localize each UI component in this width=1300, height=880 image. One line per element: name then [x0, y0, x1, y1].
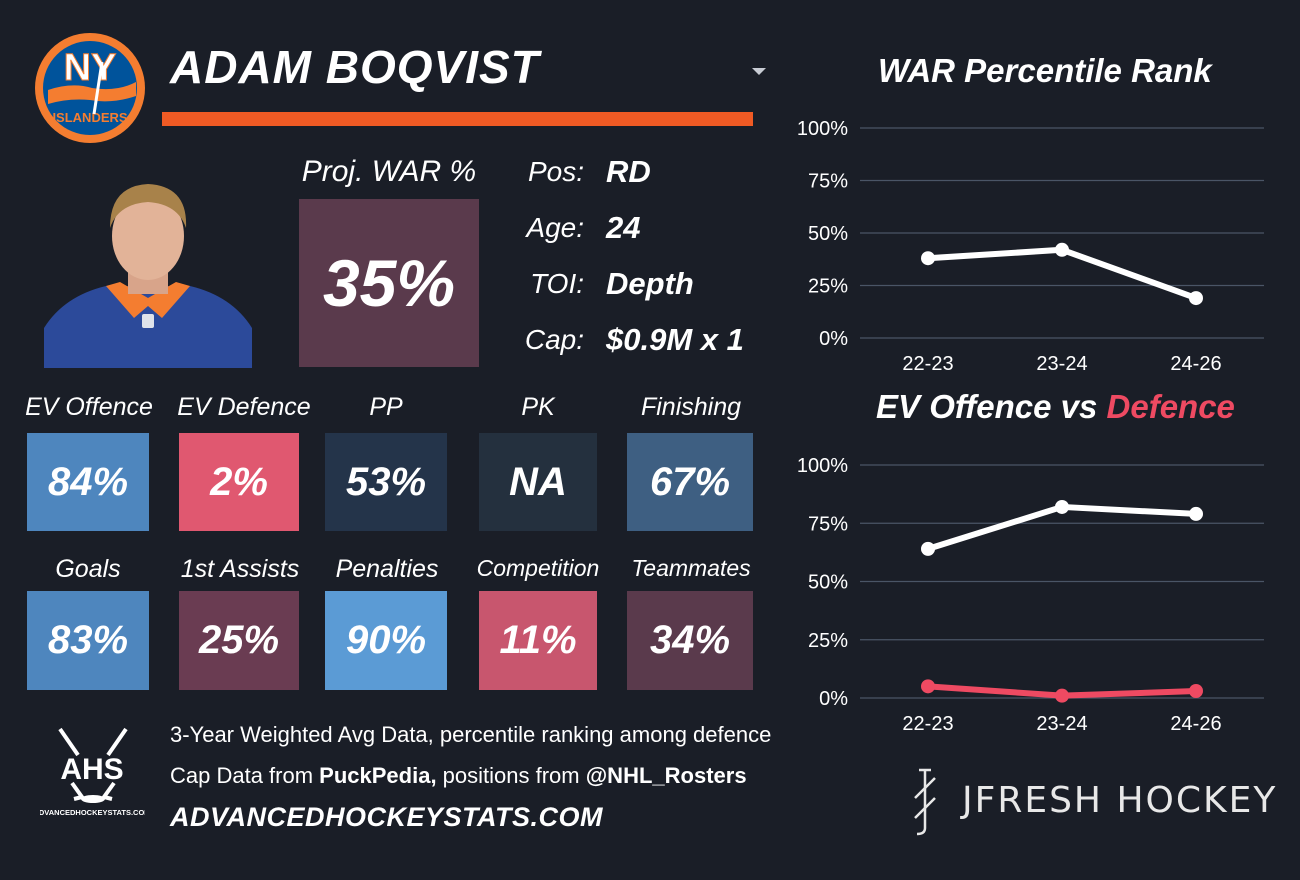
metric-label: Penalties: [335, 555, 439, 583]
website-link[interactable]: ADVANCEDHOCKEYSTATS.COM: [170, 802, 604, 832]
metric-tile: 34%: [627, 591, 753, 690]
metric-label: Teammates: [631, 555, 751, 581]
data-point: [921, 541, 935, 556]
data-point: [1189, 684, 1203, 699]
x-tick-label: 24-26: [1170, 353, 1221, 375]
ahs-logo-subtext: ADVANCEDHOCKEYSTATS.COM: [40, 808, 145, 817]
proj-war-label: Proj. WAR %: [301, 155, 477, 188]
war-chart-title: WAR Percentile Rank: [878, 52, 1212, 89]
data-point: [921, 251, 935, 266]
cap-value: $0.9M x 1: [606, 322, 744, 357]
ev-title-defence: Defence: [1106, 388, 1235, 425]
ev-chart-title: EV Offence vs Defence: [876, 388, 1235, 426]
data-point: [1055, 499, 1069, 514]
pos-value: RD: [606, 154, 651, 189]
y-tick-label: 0%: [819, 328, 848, 350]
y-tick-label: 50%: [808, 572, 848, 594]
cap-label: Cap:: [524, 324, 584, 355]
metric-tile: 53%: [325, 433, 447, 531]
age-value: 24: [606, 210, 641, 245]
metric-label: Finishing: [640, 393, 742, 421]
y-tick-label: 25%: [808, 630, 848, 652]
footer-text: positions from: [436, 763, 586, 788]
pos-label: Pos:: [527, 156, 584, 187]
metric-tile: 83%: [27, 591, 149, 690]
metric-tile: NA: [479, 433, 597, 531]
metric-tile: 11%: [479, 591, 597, 690]
metric-tile: 84%: [27, 433, 149, 531]
footer-text: Cap Data from: [170, 763, 320, 788]
data-point: [921, 679, 935, 694]
x-tick-label: 23-24: [1036, 713, 1087, 735]
proj-war-value: 35%: [299, 199, 479, 367]
chevron-down-icon[interactable]: [748, 62, 770, 80]
metric-tile: 90%: [325, 591, 447, 690]
y-tick-label: 50%: [808, 223, 848, 245]
player-headshot-icon: [44, 168, 252, 368]
war-percentile-chart: 0% 25% 50% 75% 100% 22-23 23-24 24-26: [797, 118, 1264, 375]
toi-value: Depth: [606, 266, 694, 301]
metric-tile: 25%: [179, 591, 299, 690]
metric-label: Goals: [55, 555, 121, 583]
data-point: [1055, 688, 1069, 703]
metric-label: 1st Assists: [180, 555, 300, 583]
metric-tile: 2%: [179, 433, 299, 531]
metric-label: PK: [521, 393, 555, 421]
ahs-logo-icon: AHS ADVANCEDHOCKEYSTATS.COM: [33, 725, 151, 820]
x-tick-label: 24-26: [1170, 713, 1221, 735]
metric-tile: 67%: [627, 433, 753, 531]
series-line: [927, 246, 1198, 301]
footer-note-sources: Cap Data from PuckPedia, positions from …: [170, 763, 747, 789]
logo-text-bottom: ISLANDERS: [52, 110, 127, 125]
y-tick-label: 75%: [808, 171, 848, 193]
x-tick-label: 22-23: [902, 713, 953, 735]
x-tick-label: 23-24: [1036, 353, 1087, 375]
player-name: ADAM BOQVIST: [170, 41, 540, 93]
jfresh-logo-icon: [905, 768, 945, 836]
metric-label: EV Defence: [177, 393, 311, 421]
metric-label: PP: [369, 393, 403, 421]
data-point: [1055, 242, 1069, 257]
y-tick-label: 75%: [808, 513, 848, 535]
nhl-rosters-link[interactable]: @NHL_Rosters: [585, 763, 747, 788]
ahs-logo-text: AHS: [60, 753, 123, 786]
x-tick-label: 22-23: [902, 353, 953, 375]
jfresh-brand: JFRESH HOCKEY: [962, 780, 1278, 821]
age-label: Age:: [526, 212, 584, 243]
footer-note-data: 3-Year Weighted Avg Data, percentile ran…: [170, 722, 772, 747]
puckpedia-link[interactable]: PuckPedia,: [319, 763, 437, 788]
ev-offence-defence-chart: 0% 25% 50% 75% 100% 22-23 23-24 24-26: [797, 455, 1264, 735]
y-tick-label: 25%: [808, 276, 848, 298]
metric-label: EV Offence: [25, 393, 153, 421]
y-tick-label: 100%: [797, 118, 848, 140]
toi-label: TOI:: [530, 268, 584, 299]
y-tick-label: 0%: [819, 688, 848, 710]
y-tick-label: 100%: [797, 455, 848, 477]
metric-label: Competition: [476, 555, 600, 581]
logo-text-top: NY: [64, 47, 117, 89]
team-logo-icon: NY ISLANDERS: [32, 32, 148, 144]
data-point: [1189, 291, 1203, 306]
data-point: [1189, 506, 1203, 521]
title-underline: [162, 112, 753, 126]
ev-title-offence: EV Offence vs: [876, 388, 1107, 425]
